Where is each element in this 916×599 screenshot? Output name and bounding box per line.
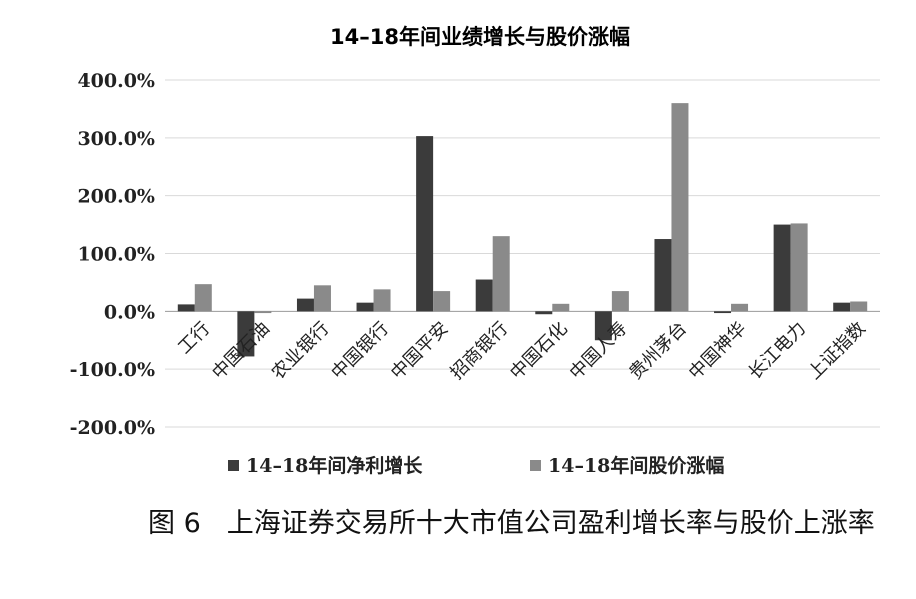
bar-series-2 — [552, 303, 570, 312]
bar-series-1 — [475, 279, 493, 312]
bar-series-1 — [296, 298, 314, 312]
x-category-label: 农业银行 — [268, 318, 334, 384]
bar-series-1 — [833, 302, 851, 312]
bar-series-1 — [416, 136, 434, 312]
bar-series-1 — [594, 311, 612, 341]
legend-swatch — [228, 460, 239, 471]
figure-number: 图 6 — [148, 508, 201, 539]
y-tick-label: 400.0% — [77, 70, 155, 92]
caption-text: 上海证券交易所十大市值公司盈利增长率与股价上涨率 — [226, 508, 875, 539]
x-category-label: 招商银行 — [446, 318, 512, 384]
bar-series-2 — [313, 285, 331, 312]
x-axis-categories: 工行中国石油农业银行中国银行中国平安招商银行中国石化中国人寿贵州茅台中国神华长江… — [174, 318, 870, 384]
bar-series-1 — [535, 311, 553, 315]
x-category-label: 中国神华 — [685, 318, 751, 384]
y-tick-label: 300.0% — [77, 128, 155, 150]
bar-chart-svg: 14–18年间业绩增长与股价涨幅 400.0% 300.0% 200.0% 100.0… — [70, 25, 880, 477]
bars — [177, 103, 868, 357]
bar-series-2 — [611, 291, 629, 312]
x-category-label: 中国平安 — [387, 318, 453, 384]
x-category-label: 中国银行 — [327, 318, 393, 384]
x-category-label: 上证指数 — [804, 318, 870, 384]
y-tick-label: 0.0% — [104, 301, 155, 323]
y-axis-ticks: 400.0% 300.0% 200.0% 100.0% 0.0% -100.0% -200.… — [70, 70, 155, 439]
bar-series-2 — [373, 289, 391, 312]
legend-label: 14–18年间股价涨幅 — [548, 454, 724, 477]
bar-series-1 — [177, 304, 195, 312]
x-category-label: 工行 — [174, 318, 214, 358]
chart-title: 14–18年间业绩增长与股价涨幅 — [330, 25, 630, 49]
bar-series-2 — [433, 291, 451, 312]
bar-series-2 — [731, 303, 749, 312]
x-category-label: 长江电力 — [744, 318, 810, 384]
bar-series-2 — [254, 311, 272, 314]
x-category-label: 贵州茅台 — [625, 318, 691, 384]
bar-series-1 — [714, 311, 732, 314]
y-tick-label: -100.0% — [70, 359, 155, 381]
bar-series-2 — [492, 236, 510, 312]
legend-swatch — [530, 460, 541, 471]
x-category-label: 中国石化 — [506, 318, 572, 384]
bar-series-1 — [654, 239, 672, 312]
bar-series-1 — [237, 311, 255, 357]
y-tick-label: 100.0% — [77, 244, 155, 266]
legend: 14–18年间净利增长 14–18年间股价涨幅 — [228, 454, 724, 477]
bar-series-2 — [671, 103, 689, 312]
y-tick-label: -200.0% — [70, 417, 155, 439]
bar-series-2 — [790, 223, 808, 312]
bar-series-2 — [194, 284, 212, 312]
bar-series-1 — [773, 224, 791, 312]
figure-caption: 图 6 上海证券交易所十大市值公司盈利增长率与股价上涨率 — [90, 502, 890, 546]
gridlines — [165, 79, 880, 428]
bar-series-1 — [356, 302, 374, 312]
legend-label: 14–18年间净利增长 — [246, 454, 423, 477]
bar-series-2 — [850, 301, 868, 312]
y-tick-label: 200.0% — [77, 186, 155, 208]
chart: 14–18年间业绩增长与股价涨幅 400.0% 300.0% 200.0% 100.0… — [70, 25, 880, 477]
